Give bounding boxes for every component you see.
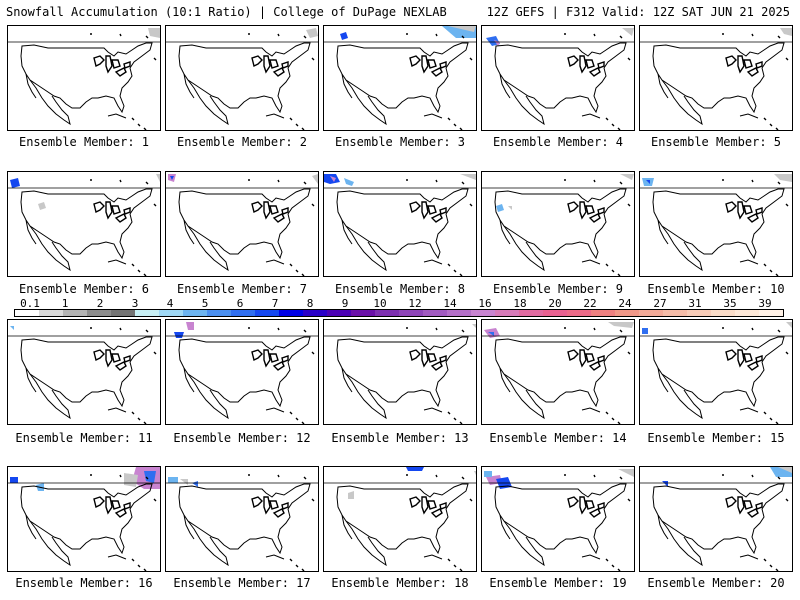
model-run-info: 12Z GEFS | F312 Valid: 12Z SAT JUN 21 20… bbox=[486, 5, 790, 19]
map-panel-member-5 bbox=[639, 25, 793, 131]
colorbar-swatch bbox=[255, 310, 279, 316]
map-panel-member-11 bbox=[7, 319, 161, 425]
colorbar-swatch bbox=[327, 310, 351, 316]
ensemble-member-label: Ensemble Member: 9 bbox=[492, 282, 624, 296]
map-title: Snowfall Accumulation (10:1 Ratio) | Col… bbox=[6, 5, 447, 19]
map-panel-member-16 bbox=[7, 466, 161, 572]
colorbar-tick-label: 39 bbox=[758, 297, 772, 310]
colorbar-swatch bbox=[687, 310, 711, 316]
colorbar-tick-label: 14 bbox=[443, 297, 457, 310]
colorbar-swatch bbox=[423, 310, 447, 316]
map-panel-member-1 bbox=[7, 25, 161, 131]
ensemble-member-label: Ensemble Member: 15 bbox=[647, 431, 785, 445]
map-panel-member-6 bbox=[7, 171, 161, 277]
colorbar-swatch bbox=[735, 310, 759, 316]
ensemble-member-label: Ensemble Member: 17 bbox=[173, 576, 311, 590]
map-panel-member-17 bbox=[165, 466, 319, 572]
map-panel-member-3 bbox=[323, 25, 477, 131]
map-panel-member-13 bbox=[323, 319, 477, 425]
colorbar-swatch bbox=[591, 310, 615, 316]
colorbar-swatch bbox=[15, 310, 39, 316]
colorbar-swatch bbox=[663, 310, 687, 316]
colorbar-tick-label: 9 bbox=[341, 297, 349, 310]
colorbar-tick-label: 4 bbox=[166, 297, 174, 310]
ensemble-member-label: Ensemble Member: 5 bbox=[650, 135, 782, 149]
map-panel-member-19 bbox=[481, 466, 635, 572]
colorbar-tick-label: 1 bbox=[61, 297, 69, 310]
ensemble-member-label: Ensemble Member: 6 bbox=[18, 282, 150, 296]
colorbar-swatch bbox=[495, 310, 519, 316]
colorbar-tick-label: 2 bbox=[96, 297, 104, 310]
ensemble-member-label: Ensemble Member: 14 bbox=[489, 431, 627, 445]
ensemble-member-label: Ensemble Member: 1 bbox=[18, 135, 150, 149]
ensemble-member-label: Ensemble Member: 16 bbox=[15, 576, 153, 590]
colorbar-swatch bbox=[543, 310, 567, 316]
map-panel-member-4 bbox=[481, 25, 635, 131]
colorbar-tick-label: 0.1 bbox=[20, 297, 40, 310]
map-panel-member-12 bbox=[165, 319, 319, 425]
colorbar-tick-label: 35 bbox=[723, 297, 737, 310]
colorbar-swatch bbox=[87, 310, 111, 316]
colorbar-swatch bbox=[111, 310, 135, 316]
colorbar-swatch bbox=[471, 310, 495, 316]
colorbar-swatch bbox=[447, 310, 471, 316]
colorbar-swatch bbox=[39, 310, 63, 316]
colorbar-swatch bbox=[135, 310, 159, 316]
colorbar-tick-label: 20 bbox=[548, 297, 562, 310]
colorbar-swatch bbox=[351, 310, 375, 316]
map-panel-member-20 bbox=[639, 466, 793, 572]
ensemble-member-label: Ensemble Member: 10 bbox=[647, 282, 785, 296]
ensemble-member-label: Ensemble Member: 8 bbox=[334, 282, 466, 296]
colorbar-swatch bbox=[399, 310, 423, 316]
map-panel-member-10 bbox=[639, 171, 793, 277]
ensemble-member-label: Ensemble Member: 4 bbox=[492, 135, 624, 149]
ensemble-member-label: Ensemble Member: 20 bbox=[647, 576, 785, 590]
colorbar-swatch bbox=[567, 310, 591, 316]
colorbar-tick-label: 6 bbox=[236, 297, 244, 310]
map-panel-member-9 bbox=[481, 171, 635, 277]
colorbar-tick-label: 16 bbox=[478, 297, 492, 310]
ensemble-member-label: Ensemble Member: 2 bbox=[176, 135, 308, 149]
colorbar-tick-label: 5 bbox=[201, 297, 209, 310]
snowfall-colorbar bbox=[14, 309, 784, 317]
colorbar-swatch bbox=[639, 310, 663, 316]
map-panel-member-14 bbox=[481, 319, 635, 425]
map-panel-member-8 bbox=[323, 171, 477, 277]
colorbar-tick-label: 24 bbox=[618, 297, 632, 310]
colorbar-tick-label: 3 bbox=[131, 297, 139, 310]
map-panel-member-18 bbox=[323, 466, 477, 572]
colorbar-tick-label: 22 bbox=[583, 297, 597, 310]
map-panel-member-2 bbox=[165, 25, 319, 131]
colorbar-tick-label: 7 bbox=[271, 297, 279, 310]
colorbar-swatch bbox=[711, 310, 735, 316]
ensemble-member-label: Ensemble Member: 18 bbox=[331, 576, 469, 590]
colorbar-tick-label: 31 bbox=[688, 297, 702, 310]
colorbar-tick-label: 27 bbox=[653, 297, 667, 310]
ensemble-member-label: Ensemble Member: 7 bbox=[176, 282, 308, 296]
colorbar-tick-label: 8 bbox=[306, 297, 314, 310]
colorbar-swatch bbox=[63, 310, 87, 316]
colorbar-swatch bbox=[375, 310, 399, 316]
colorbar-swatch bbox=[159, 310, 183, 316]
colorbar-swatch bbox=[279, 310, 303, 316]
colorbar-tick-label: 10 bbox=[373, 297, 387, 310]
colorbar-tick-label: 12 bbox=[408, 297, 422, 310]
colorbar-swatch bbox=[759, 310, 783, 316]
colorbar-swatch bbox=[519, 310, 543, 316]
colorbar-swatch bbox=[615, 310, 639, 316]
colorbar-swatch bbox=[303, 310, 327, 316]
colorbar-swatch bbox=[183, 310, 207, 316]
ensemble-member-label: Ensemble Member: 11 bbox=[15, 431, 153, 445]
map-panel-member-15 bbox=[639, 319, 793, 425]
colorbar-swatch bbox=[231, 310, 255, 316]
ensemble-member-label: Ensemble Member: 3 bbox=[334, 135, 466, 149]
colorbar-tick-label: 18 bbox=[513, 297, 527, 310]
ensemble-member-label: Ensemble Member: 19 bbox=[489, 576, 627, 590]
colorbar-swatch bbox=[207, 310, 231, 316]
ensemble-member-label: Ensemble Member: 12 bbox=[173, 431, 311, 445]
ensemble-member-label: Ensemble Member: 13 bbox=[331, 431, 469, 445]
map-panel-member-7 bbox=[165, 171, 319, 277]
